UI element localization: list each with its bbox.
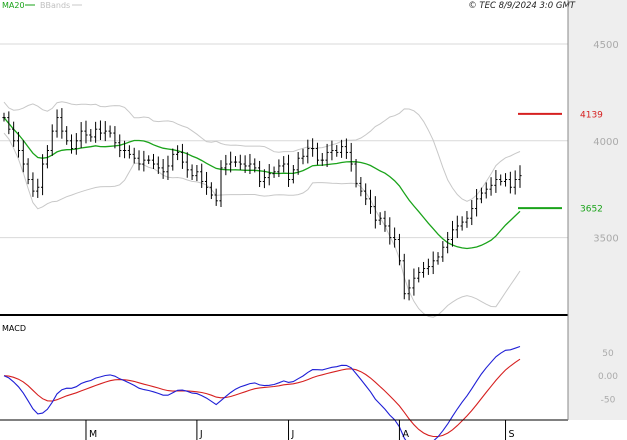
upper-band-line [3,101,521,202]
bbands-legend-label: BBands [40,1,70,10]
macd-title: MACD [2,324,26,333]
price-grid [0,43,568,239]
time-axis-label: M [89,429,97,440]
ma20-series [3,117,521,250]
time-axis-label: J [291,429,295,440]
price-levels: 4139 3652 [518,110,603,215]
macd-line [3,345,521,440]
ma20-legend-label: MA20 [2,1,25,10]
price-bars [2,108,522,301]
time-axis-label: J [199,429,203,440]
price-tick-label: 4500 [593,40,618,51]
price-tick-label: 4000 [593,137,618,148]
resistance-level-label: 4139 [580,110,603,120]
macd-signal-line [3,358,521,438]
lower-band-line [3,132,521,318]
price-tick-label: 3500 [593,234,618,245]
time-axis-label: S [509,429,515,440]
axis-gutter [568,0,627,420]
macd-tick-label: -50 [601,396,616,406]
bollinger-bands [3,101,521,318]
copyright-text: © TEC 8/9/2024 3:0 GMT [468,1,576,11]
price-axis-ticks: 4500 4000 3500 [593,40,618,245]
macd-tick-label: 50 [602,349,614,359]
time-axis-label: A [402,429,409,440]
macd-series [3,345,521,440]
macd-axis-ticks: 50 0.00 -50 [598,349,618,406]
ma20-line [3,117,521,250]
support-level-label: 3652 [580,205,603,215]
macd-tick-label: 0.00 [598,372,618,382]
